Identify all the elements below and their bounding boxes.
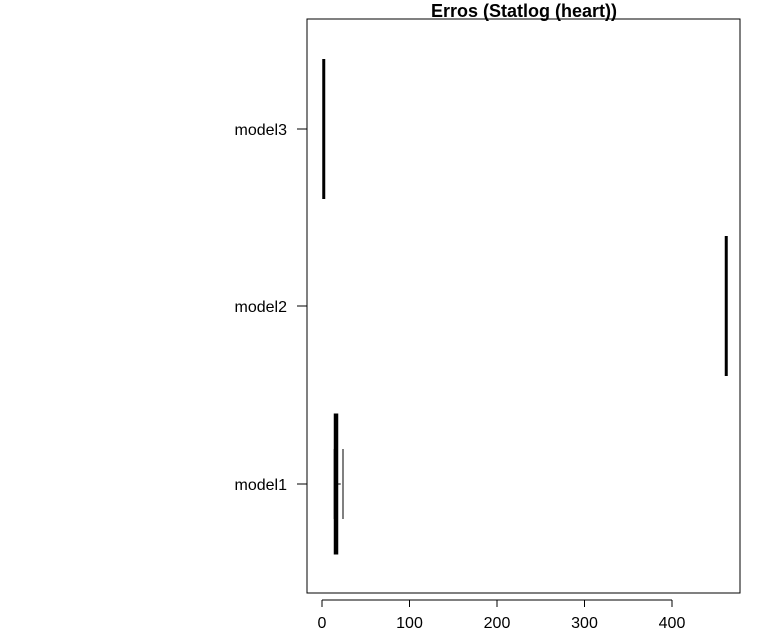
x-axis: 0 100 200 300 400: [318, 599, 686, 632]
x-tick-label: 0: [318, 615, 327, 632]
boxes-group: [322, 59, 728, 555]
x-tick-label: 400: [659, 615, 686, 632]
y-tick-label-model1: model1: [235, 477, 288, 494]
x-tick-label: 100: [396, 615, 423, 632]
y-axis: model1 model2 model3: [235, 122, 307, 494]
chart-title: Erros (Statlog (heart)): [431, 1, 617, 21]
plot-frame: [306, 18, 741, 594]
box-model1: [333, 413, 344, 555]
y-tick-label-model3: model3: [235, 122, 288, 139]
x-tick-label: 200: [484, 615, 511, 632]
y-tick-label-model2: model2: [235, 299, 288, 316]
x-tick-label: 300: [571, 615, 598, 632]
